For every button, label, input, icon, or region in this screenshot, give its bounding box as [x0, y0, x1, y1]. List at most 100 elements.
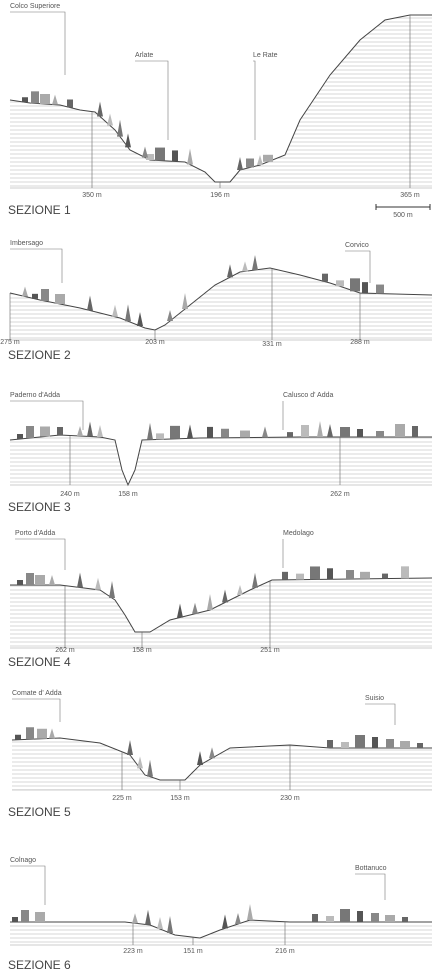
elevation-label: 331 m	[262, 341, 282, 348]
place-label: Comate d' Adda	[12, 690, 62, 697]
building	[26, 426, 34, 438]
building	[240, 430, 250, 438]
place-label: Suisio	[365, 695, 384, 702]
terrain-hatch	[10, 435, 432, 485]
building	[341, 742, 349, 748]
building	[362, 282, 368, 294]
building	[327, 740, 333, 748]
building	[146, 154, 154, 160]
tree	[97, 425, 103, 437]
building	[17, 580, 23, 585]
tree	[207, 594, 213, 610]
building	[395, 424, 405, 437]
leader-line	[135, 60, 169, 140]
building	[310, 566, 320, 580]
tree	[132, 913, 138, 924]
terrain-hatch	[10, 268, 432, 340]
building	[340, 909, 350, 922]
place-label: Le Rate	[253, 52, 278, 59]
leader-line	[10, 400, 84, 430]
section-title: SEZIONE 2	[8, 348, 71, 362]
tree	[145, 909, 151, 925]
building	[172, 150, 178, 162]
elevation-label: 203 m	[145, 339, 165, 346]
building	[357, 911, 363, 922]
leader-line	[345, 250, 371, 283]
tree	[22, 286, 28, 297]
terrain-hatch	[12, 738, 432, 790]
tree	[247, 904, 253, 920]
building	[336, 280, 344, 287]
building	[417, 743, 423, 748]
tree	[242, 261, 248, 272]
building	[156, 433, 164, 440]
section-title: SEZIONE 4	[8, 655, 71, 669]
elevation-label: 223 m	[123, 948, 143, 955]
tree	[167, 310, 173, 321]
place-label: Calusco d' Adda	[283, 392, 333, 399]
tree	[147, 759, 153, 777]
place-label: Bottanuco	[355, 865, 387, 872]
place-label: Colco Superiore	[10, 3, 60, 10]
terrain-hatch	[10, 15, 432, 188]
tree	[182, 293, 188, 309]
place-label: Corvico	[345, 242, 369, 249]
elevation-label: 365 m	[400, 192, 420, 199]
elevation-label: 158 m	[118, 491, 138, 498]
tree	[77, 572, 83, 588]
building	[322, 273, 328, 282]
building	[401, 566, 409, 579]
tree	[237, 157, 243, 170]
place-label: Medolago	[283, 530, 314, 537]
building	[170, 425, 180, 439]
elevation-label: 240 m	[60, 491, 80, 498]
building	[327, 568, 333, 580]
building	[301, 425, 309, 437]
tree	[77, 426, 83, 436]
tree	[125, 304, 131, 322]
section-title: SEZIONE 6	[8, 958, 71, 972]
elevation-label: 262 m	[330, 491, 350, 498]
building	[402, 917, 408, 922]
place-label: Arlate	[135, 52, 153, 59]
tree	[117, 119, 123, 137]
tree	[137, 756, 143, 769]
building	[371, 913, 379, 922]
elevation-label: 262 m	[55, 647, 75, 654]
tree	[227, 264, 233, 278]
building	[32, 293, 38, 299]
tree	[257, 155, 263, 165]
building	[55, 294, 65, 304]
building	[21, 910, 29, 922]
place-label: Paderno d'Adda	[10, 392, 60, 399]
tree	[209, 747, 215, 759]
building	[296, 573, 304, 580]
place-label: Porto d'Adda	[15, 530, 55, 537]
building	[360, 571, 370, 579]
section-title: SEZIONE 5	[8, 805, 71, 819]
leader-line	[15, 538, 66, 570]
tree	[52, 94, 58, 105]
building	[35, 575, 45, 585]
building	[385, 915, 395, 922]
tree	[317, 421, 323, 437]
tree	[147, 422, 153, 440]
building	[376, 284, 384, 294]
building	[355, 735, 365, 748]
tree	[112, 304, 118, 317]
terrain-profile	[9, 267, 432, 331]
building	[17, 434, 23, 439]
building	[376, 431, 384, 437]
building	[37, 728, 47, 739]
elevation-label: 350 m	[82, 192, 102, 199]
elevation-label: 225 m	[112, 795, 132, 802]
building	[12, 917, 18, 922]
leader-line	[253, 60, 256, 140]
leader-line	[365, 703, 396, 725]
building	[40, 94, 50, 104]
tree	[252, 572, 258, 588]
building	[67, 99, 73, 108]
tree	[235, 913, 241, 924]
terrain-profile	[9, 14, 432, 183]
